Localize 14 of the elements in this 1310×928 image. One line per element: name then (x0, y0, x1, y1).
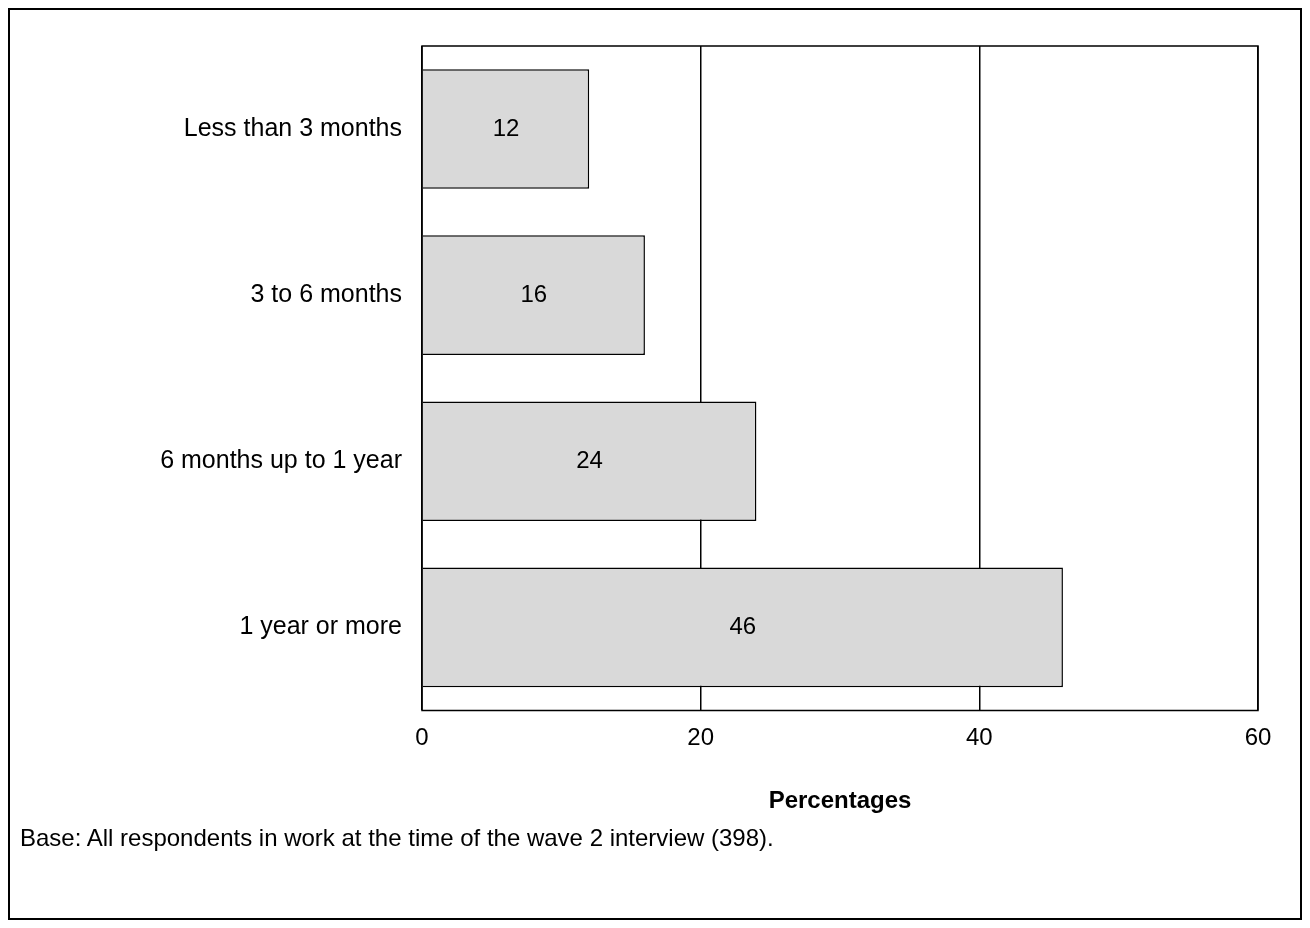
y-tick-label: 6 months up to 1 year (160, 445, 402, 474)
x-tick-label: 20 (687, 723, 715, 751)
x-tick-label: 40 (965, 723, 993, 751)
data-label: 46 (729, 611, 757, 639)
x-axis-title: Percentages (768, 786, 912, 814)
y-tick-label: 3 to 6 months (250, 279, 402, 308)
y-tick-label: Less than 3 months (183, 112, 402, 141)
data-label: 12 (492, 113, 520, 141)
y-tick-label: 1 year or more (239, 611, 402, 640)
data-label: 24 (576, 445, 603, 473)
x-tick-label: 0 (415, 723, 429, 751)
data-label: 16 (520, 279, 548, 307)
x-tick-label: 60 (1244, 723, 1272, 751)
text: Base: All respondents in work at the time of the wave 2 interview (398). (20, 824, 775, 852)
